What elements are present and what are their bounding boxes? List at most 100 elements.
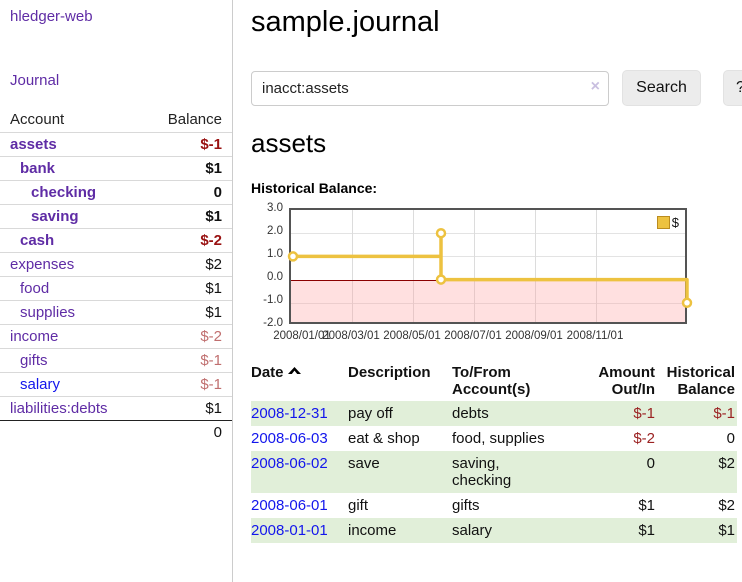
search-form: × Search ?	[251, 70, 742, 106]
account-balance: $1	[205, 159, 222, 177]
transaction-balance: $-1	[713, 405, 735, 422]
account-link-liabilities-debts[interactable]: liabilities:debts	[10, 399, 108, 417]
column-header-date[interactable]: Date	[251, 361, 348, 401]
chart-legend: $	[656, 215, 679, 230]
x-tick-label: 2008/09/01	[505, 330, 563, 342]
transaction-description: gift	[348, 497, 369, 514]
brand-link[interactable]: hledger-web	[10, 8, 93, 25]
account-balance: $-1	[200, 375, 222, 393]
transaction-account: salary	[452, 522, 493, 539]
account-row: checking 0	[0, 180, 232, 204]
transaction-amount: $1	[638, 497, 655, 514]
transaction-account: gifts	[452, 497, 480, 514]
account-balance: $2	[205, 255, 222, 273]
accounts-header-row: Account Balance	[0, 108, 232, 132]
gridline	[291, 303, 685, 304]
sort-ascending-icon	[287, 367, 301, 374]
transaction-row: 2008-06-01 gift gifts $1 $2	[251, 493, 737, 518]
search-input[interactable]	[251, 70, 609, 106]
transaction-row: 2008-12-31 pay off debts $-1 $-1	[251, 401, 737, 426]
account-balance: $-2	[200, 327, 222, 345]
account-link-food[interactable]: food	[20, 279, 50, 297]
y-tick-label: 1.0	[267, 248, 283, 260]
clear-search-icon[interactable]: ×	[590, 77, 600, 95]
account-row: saving $1	[0, 204, 232, 228]
account-row: assets $-1	[0, 132, 232, 156]
account-row: liabilities:debts $1	[0, 396, 232, 420]
transaction-row: 2008-01-01 income salary $1 $1	[251, 518, 737, 543]
account-row: cash $-2	[0, 228, 232, 252]
transaction-date-link[interactable]: 2008-06-03	[251, 430, 328, 447]
account-link-assets[interactable]: assets	[10, 135, 57, 153]
accounts-table: Account Balance assets $-1 bank $1 check…	[0, 108, 232, 444]
x-tick-label: 2008/01/01	[273, 330, 331, 342]
search-button[interactable]: Search	[622, 70, 701, 106]
transaction-date-link[interactable]: 2008-06-01	[251, 497, 328, 514]
sidebar: hledger-web Journal Account Balance asse…	[0, 0, 233, 582]
transaction-account: debts	[452, 405, 489, 422]
x-tick-label: 2008/03/01	[322, 330, 380, 342]
legend-swatch	[656, 216, 670, 229]
account-link-expenses[interactable]: expenses	[10, 255, 75, 273]
x-tick-label: 2008/07/01	[444, 330, 502, 342]
accounts-header-account: Account	[10, 111, 65, 129]
transaction-description: save	[348, 455, 380, 472]
account-row: salary $-1	[0, 372, 232, 396]
chart-title: Historical Balance:	[251, 180, 378, 196]
account-balance: $-1	[200, 135, 222, 153]
account-link-salary[interactable]: salary	[20, 375, 61, 393]
transaction-row: 2008-06-03 eat & shop food, supplies $-2…	[251, 426, 737, 451]
help-button[interactable]: ?	[723, 70, 742, 106]
account-balance: $-1	[200, 351, 222, 369]
transaction-balance: $1	[718, 522, 735, 539]
gridline	[596, 210, 597, 322]
account-heading: assets	[251, 128, 327, 158]
transaction-description: income	[348, 522, 397, 539]
transaction-account: saving, checking	[452, 455, 512, 489]
main-content: sample.journal × Search ? assets Histori…	[233, 0, 742, 582]
chart-plot-area: $	[287, 208, 693, 324]
account-link-gifts[interactable]: gifts	[20, 351, 48, 369]
account-row: expenses $2	[0, 252, 232, 276]
account-link-bank[interactable]: bank	[20, 159, 56, 177]
page-title: sample.journal	[251, 6, 440, 38]
gridline	[474, 210, 475, 322]
y-tick-label: -1.0	[263, 294, 283, 306]
transaction-balance: $2	[718, 497, 735, 514]
transaction-account: food, supplies	[452, 430, 545, 447]
y-tick-label: -2.0	[263, 317, 283, 329]
accounts-total-balance: 0	[213, 423, 222, 441]
transaction-balance: 0	[726, 430, 735, 447]
transactions-table: Date Description To/From Account(s) Amou…	[251, 361, 737, 543]
column-header-account: To/From Account(s)	[452, 364, 531, 398]
gridline	[352, 210, 353, 322]
column-header-amount: Amount Out/In	[598, 364, 655, 398]
gridline	[291, 256, 685, 257]
transaction-date-link[interactable]: 2008-01-01	[251, 522, 328, 539]
balance-series-line	[287, 227, 693, 309]
account-balance: $1	[205, 279, 222, 297]
accounts-header-balance: Balance	[167, 111, 222, 129]
sidebar-item-journal[interactable]: Journal	[10, 72, 60, 89]
transaction-description: pay off	[348, 405, 393, 422]
transactions-header-row: Date Description To/From Account(s) Amou…	[251, 361, 737, 401]
account-link-checking[interactable]: checking	[31, 183, 97, 201]
transaction-date-link[interactable]: 2008-12-31	[251, 405, 328, 422]
account-row: income $-2	[0, 324, 232, 348]
y-tick-label: 0.0	[267, 271, 283, 283]
account-link-supplies[interactable]: supplies	[20, 303, 76, 321]
y-tick-label: 2.0	[267, 225, 283, 237]
gridline	[413, 210, 414, 322]
transaction-amount: $-1	[633, 405, 655, 422]
transaction-amount: 0	[646, 455, 655, 472]
transaction-date-link[interactable]: 2008-06-02	[251, 455, 328, 472]
transaction-row: 2008-06-02 save saving, checking 0 $2	[251, 451, 737, 493]
legend-label: $	[671, 215, 679, 230]
y-tick-label: 3.0	[267, 202, 283, 214]
x-tick-label: 2008/05/01	[383, 330, 441, 342]
account-link-income[interactable]: income	[10, 327, 59, 345]
account-link-saving[interactable]: saving	[31, 207, 79, 225]
data-point-marker	[435, 227, 447, 239]
account-link-cash[interactable]: cash	[20, 231, 55, 249]
